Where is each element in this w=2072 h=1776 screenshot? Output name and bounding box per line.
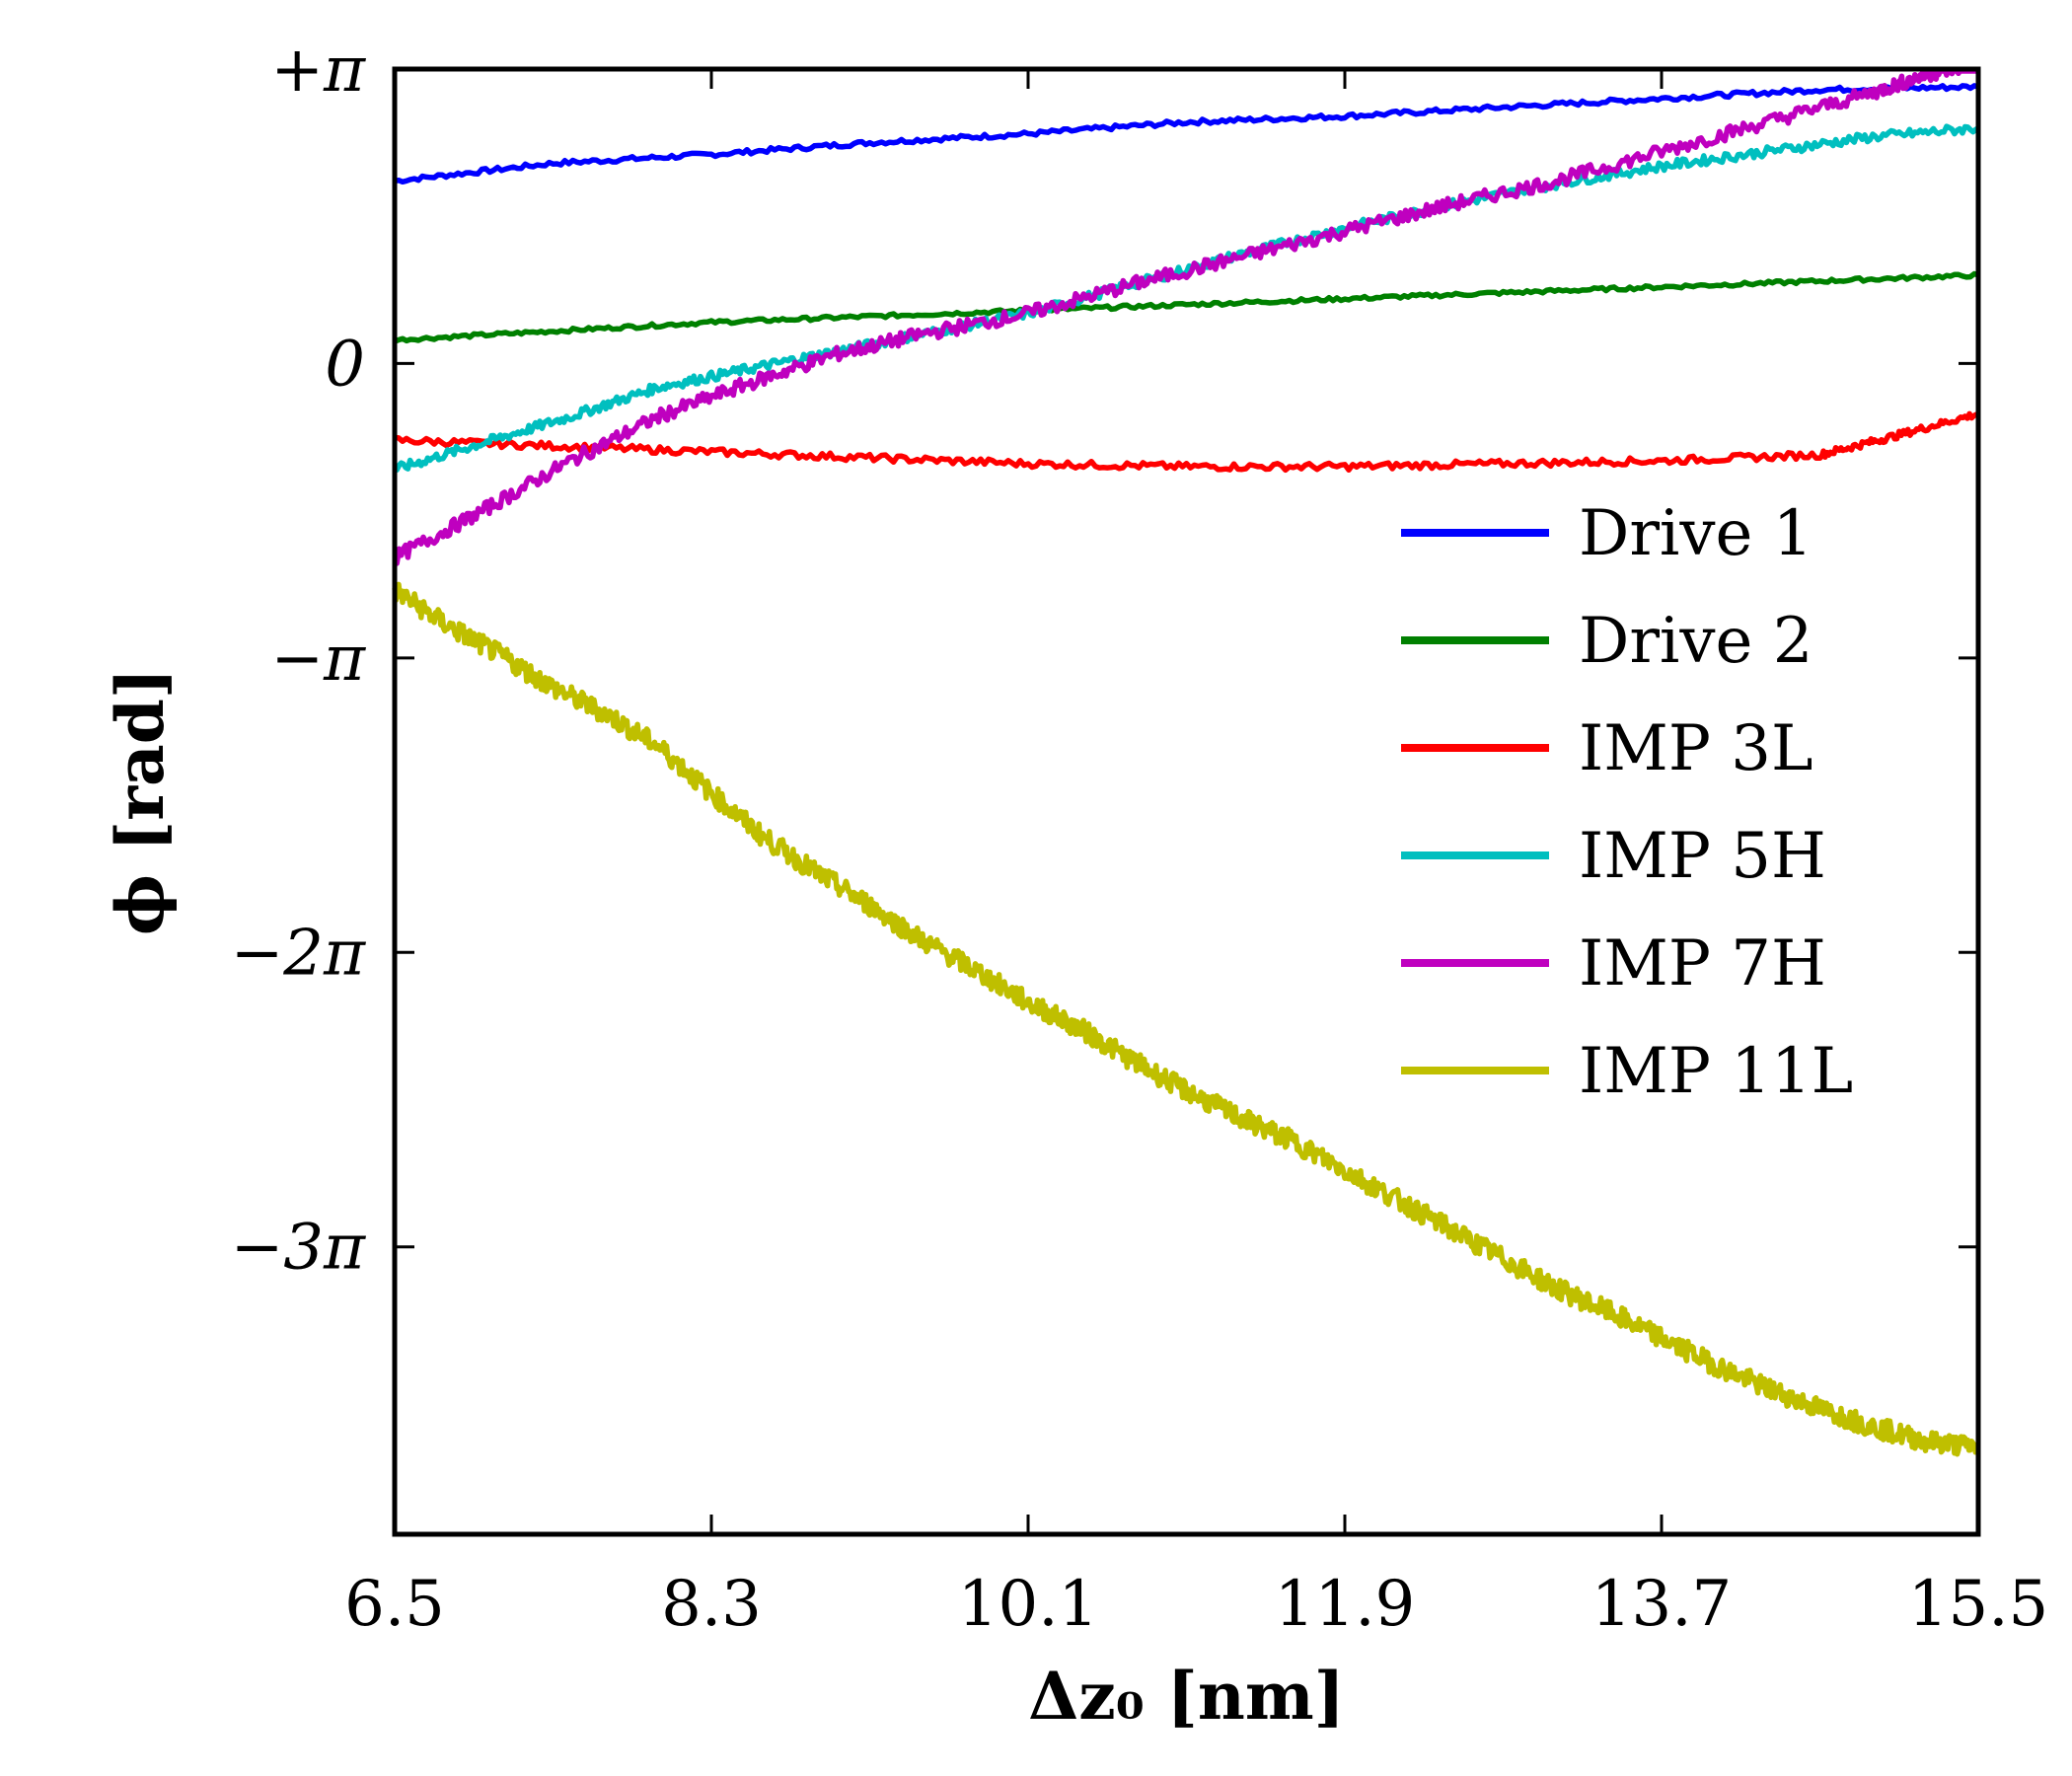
- x-tick-label: 6.5: [344, 1568, 445, 1641]
- series-line-drive-2: [394, 270, 1979, 344]
- x-tick-label: 10.1: [958, 1568, 1099, 1641]
- x-tick-label: 8.3: [661, 1568, 762, 1641]
- x-axis-title: Δz₀ [nm]: [1028, 1658, 1345, 1735]
- y-axis-title: ϕ [rad]: [102, 668, 179, 935]
- legend: Drive 1 Drive 2 IMP 3L IMP 5H IMP 7H IMP 11L: [1401, 497, 1853, 1108]
- x-tick-label: 13.7: [1591, 1568, 1733, 1641]
- y-tick-labels: +π 0 −π −2π −3π: [231, 34, 366, 1285]
- x-tick-labels: 6.5 8.3 10.1 11.9 13.7 15.5: [344, 1568, 2048, 1641]
- plot-frame: [392, 66, 1981, 1537]
- x-tick-label: 11.9: [1275, 1568, 1416, 1641]
- legend-label: IMP 3L: [1579, 712, 1813, 785]
- legend-label: IMP 5H: [1579, 820, 1826, 893]
- series-line-drive-1: [394, 83, 1979, 185]
- y-tick-label: −2π: [231, 917, 366, 990]
- y-tick-label: 0: [325, 328, 365, 401]
- y-tick-label: −3π: [231, 1212, 366, 1285]
- y-tick-label: +π: [270, 34, 366, 107]
- series-line-imp-11l: [392, 581, 1981, 1457]
- legend-label: IMP 11L: [1579, 1035, 1853, 1108]
- x-tick-label: 15.5: [1908, 1568, 2049, 1641]
- legend-label: Drive 1: [1579, 497, 1813, 570]
- series-line-imp-5h: [394, 123, 1980, 474]
- series-line-imp-3l: [394, 410, 1980, 474]
- y-tick-label: −π: [270, 623, 366, 696]
- legend-label: Drive 2: [1579, 605, 1813, 678]
- series-layer: [392, 68, 1981, 1457]
- legend-label: IMP 7H: [1579, 927, 1826, 1000]
- series-line-imp-7h: [392, 68, 1980, 566]
